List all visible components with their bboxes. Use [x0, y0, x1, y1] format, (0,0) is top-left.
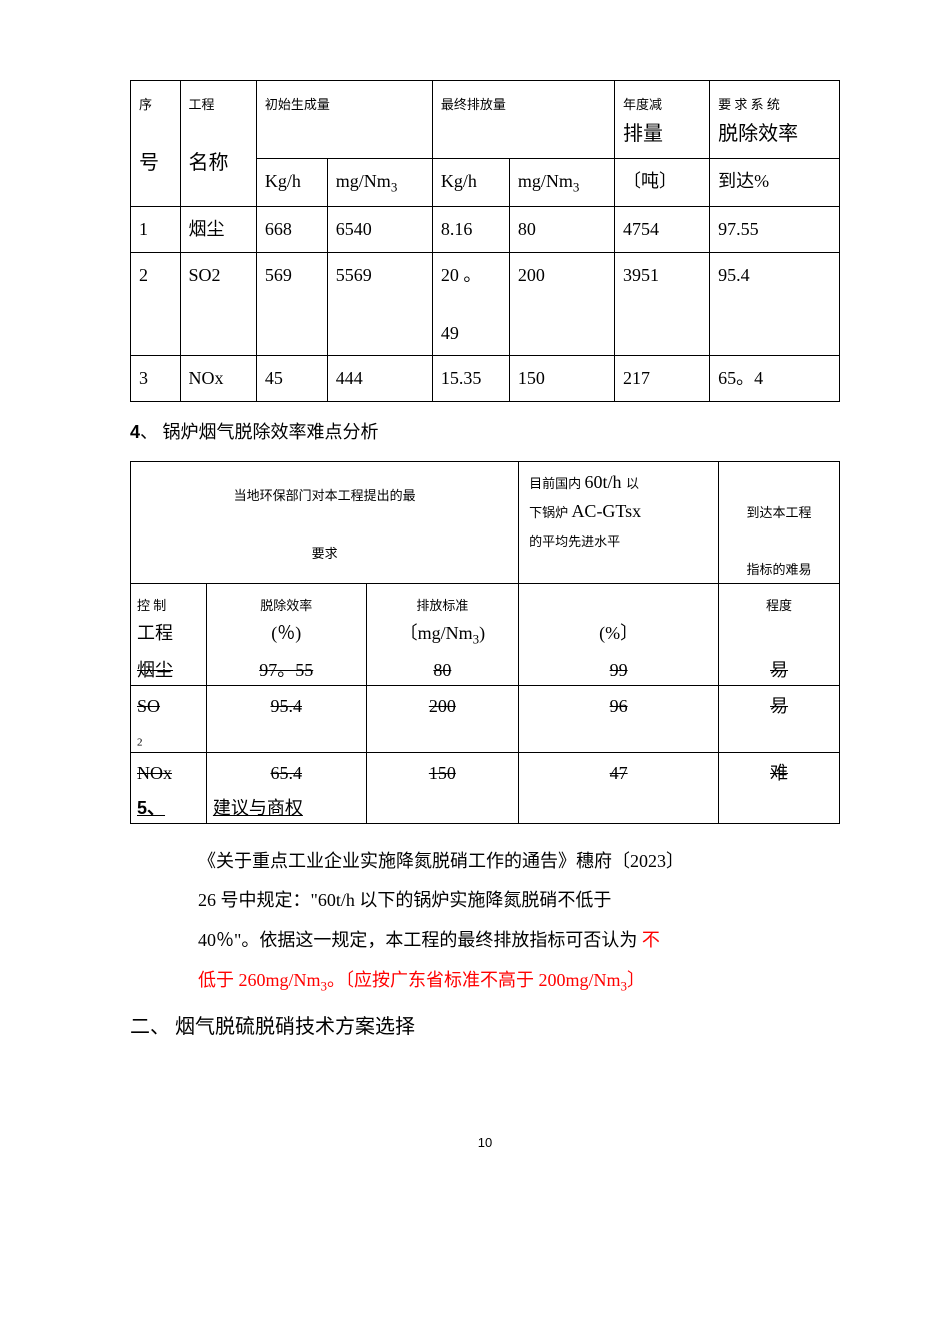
emission-table: 序 号 工程 名称 初始生成量 最终排放量 年度减 排量 要 求 系 统 脱除效…: [130, 80, 840, 402]
sub-hdr: 控 制 工程: [131, 584, 207, 651]
quote-line: 26 号中规定："60t/h 以下的锅炉实施降氮脱硝不低于: [198, 881, 840, 921]
hdr-kgh2: Kg/h: [432, 158, 509, 206]
quote-block: 《关于重点工业企业实施降氮脱硝工作的通告》穗府〔2023〕 26 号中规定："6…: [130, 824, 840, 1001]
section-2-heading: 二、 烟气脱硫脱硝技术方案选择: [130, 1001, 840, 1043]
hdr-mgnm1: mg/Nm3: [327, 158, 432, 206]
cell: 3951: [615, 252, 710, 355]
cell: 4754: [615, 207, 710, 253]
cell: 易: [770, 696, 788, 716]
hdr-reach: 到达%: [710, 158, 840, 206]
table-row: SO2 95.4 200 96 易: [131, 686, 840, 753]
quote-line: 《关于重点工业企业实施降氮脱硝工作的通告》穗府〔2023〕: [198, 842, 840, 882]
hdr-annual: 年度减 排量: [615, 81, 710, 159]
cell: 150: [509, 356, 614, 402]
cell: 65。4: [710, 356, 840, 402]
cell: 8.16: [432, 207, 509, 253]
quote-line: 40％"。依据这一规定，本工程的最终排放指标可否认为 不: [198, 921, 840, 961]
cell: 80: [433, 660, 451, 680]
table-row: 3 NOx 45 444 15.35 150 217 65。4: [131, 356, 840, 402]
cell: 15.35: [432, 356, 509, 402]
hdr-sys: 要 求 系 统 脱除效率: [710, 81, 840, 159]
cell: 65.4: [270, 763, 302, 783]
cell: NOx: [180, 356, 256, 402]
cell: 47: [610, 763, 628, 783]
sec4-num: 4: [130, 422, 140, 442]
cell: 99: [610, 660, 628, 680]
cell: 20 。49: [432, 252, 509, 355]
hdr-kgh1: Kg/h: [256, 158, 327, 206]
cell: 668: [256, 207, 327, 253]
hdr2-req: 当地环保部门对本工程提出的最 要求: [131, 461, 519, 583]
cell: 97。55: [259, 660, 313, 680]
hdr-init: 初始生成量: [256, 81, 432, 159]
cell: 95.4: [710, 252, 840, 355]
sub-hdr: 排放标准 〔mg/Nm3): [366, 584, 519, 651]
cell: 3: [131, 356, 181, 402]
sub-hdr: 程度: [719, 584, 840, 651]
page-number: 10: [130, 1133, 840, 1154]
cell: 444: [327, 356, 432, 402]
hdr-proj: 工程 名称: [180, 81, 256, 207]
cell: 烟尘: [180, 207, 256, 253]
cell: 217: [615, 356, 710, 402]
quote-line-red: 低于 260mg/Nm3。〔应按广东省标准不高于 200mg/Nm3〕: [198, 961, 840, 1001]
cell: SO2: [180, 252, 256, 355]
table-row: NOx 65.4 150 47 难: [131, 753, 840, 788]
cell: 45: [256, 356, 327, 402]
sec4-title: 、 锅炉烟气脱除效率难点分析: [140, 422, 379, 442]
sec5-num: 5、: [137, 798, 165, 818]
cell: NOx: [137, 763, 172, 783]
cell: 97.55: [710, 207, 840, 253]
cell: 6540: [327, 207, 432, 253]
hdr-seq-bot: 号: [139, 152, 159, 174]
hdr-seq-top: 序: [139, 97, 152, 112]
hdr2-level: 目前国内 60t/h 以 下锅炉 AC-GTsx 的平均先进水平: [519, 461, 719, 583]
section-4-heading: 4、 锅炉烟气脱除效率难点分析: [130, 412, 840, 455]
hdr-ton: 〔吨〕: [615, 158, 710, 206]
hdr-proj-top: 工程: [189, 97, 215, 112]
cell: 150: [429, 763, 456, 783]
hdr-mgnm2: mg/Nm3: [509, 158, 614, 206]
cell: 95.4: [270, 696, 302, 716]
sub-hdr: 脱除效率 (％): [206, 584, 366, 651]
cell: 易: [770, 660, 788, 680]
sub-hdr: (%〕: [519, 584, 719, 651]
cell: SO: [137, 696, 160, 716]
hdr-seq: 序 号: [131, 81, 181, 207]
table-row-tail: 5、 建议与商权: [131, 788, 840, 823]
cell: 难: [770, 763, 788, 783]
cell: 96: [610, 696, 628, 716]
table-row: 2 SO2 569 5569 20 。49 200 3951 95.4: [131, 252, 840, 355]
cell: 烟尘: [137, 660, 173, 680]
cell: 5569: [327, 252, 432, 355]
sec5-title: 建议与商权: [213, 798, 303, 818]
cell: 200: [429, 696, 456, 716]
table-row: 烟尘 97。55 80 99 易: [131, 650, 840, 685]
hdr2-diff: 到达本工程 指标的难易: [719, 461, 840, 583]
hdr-final: 最终排放量: [432, 81, 614, 159]
cell: 80: [509, 207, 614, 253]
hdr-proj-bot: 名称: [189, 152, 229, 174]
table-row: 1 烟尘 668 6540 8.16 80 4754 97.55: [131, 207, 840, 253]
cell: 569: [256, 252, 327, 355]
cell: 200: [509, 252, 614, 355]
cell: 2: [131, 252, 181, 355]
cell: 1: [131, 207, 181, 253]
difficulty-table: 当地环保部门对本工程提出的最 要求 目前国内 60t/h 以 下锅炉 AC-GT…: [130, 461, 840, 824]
